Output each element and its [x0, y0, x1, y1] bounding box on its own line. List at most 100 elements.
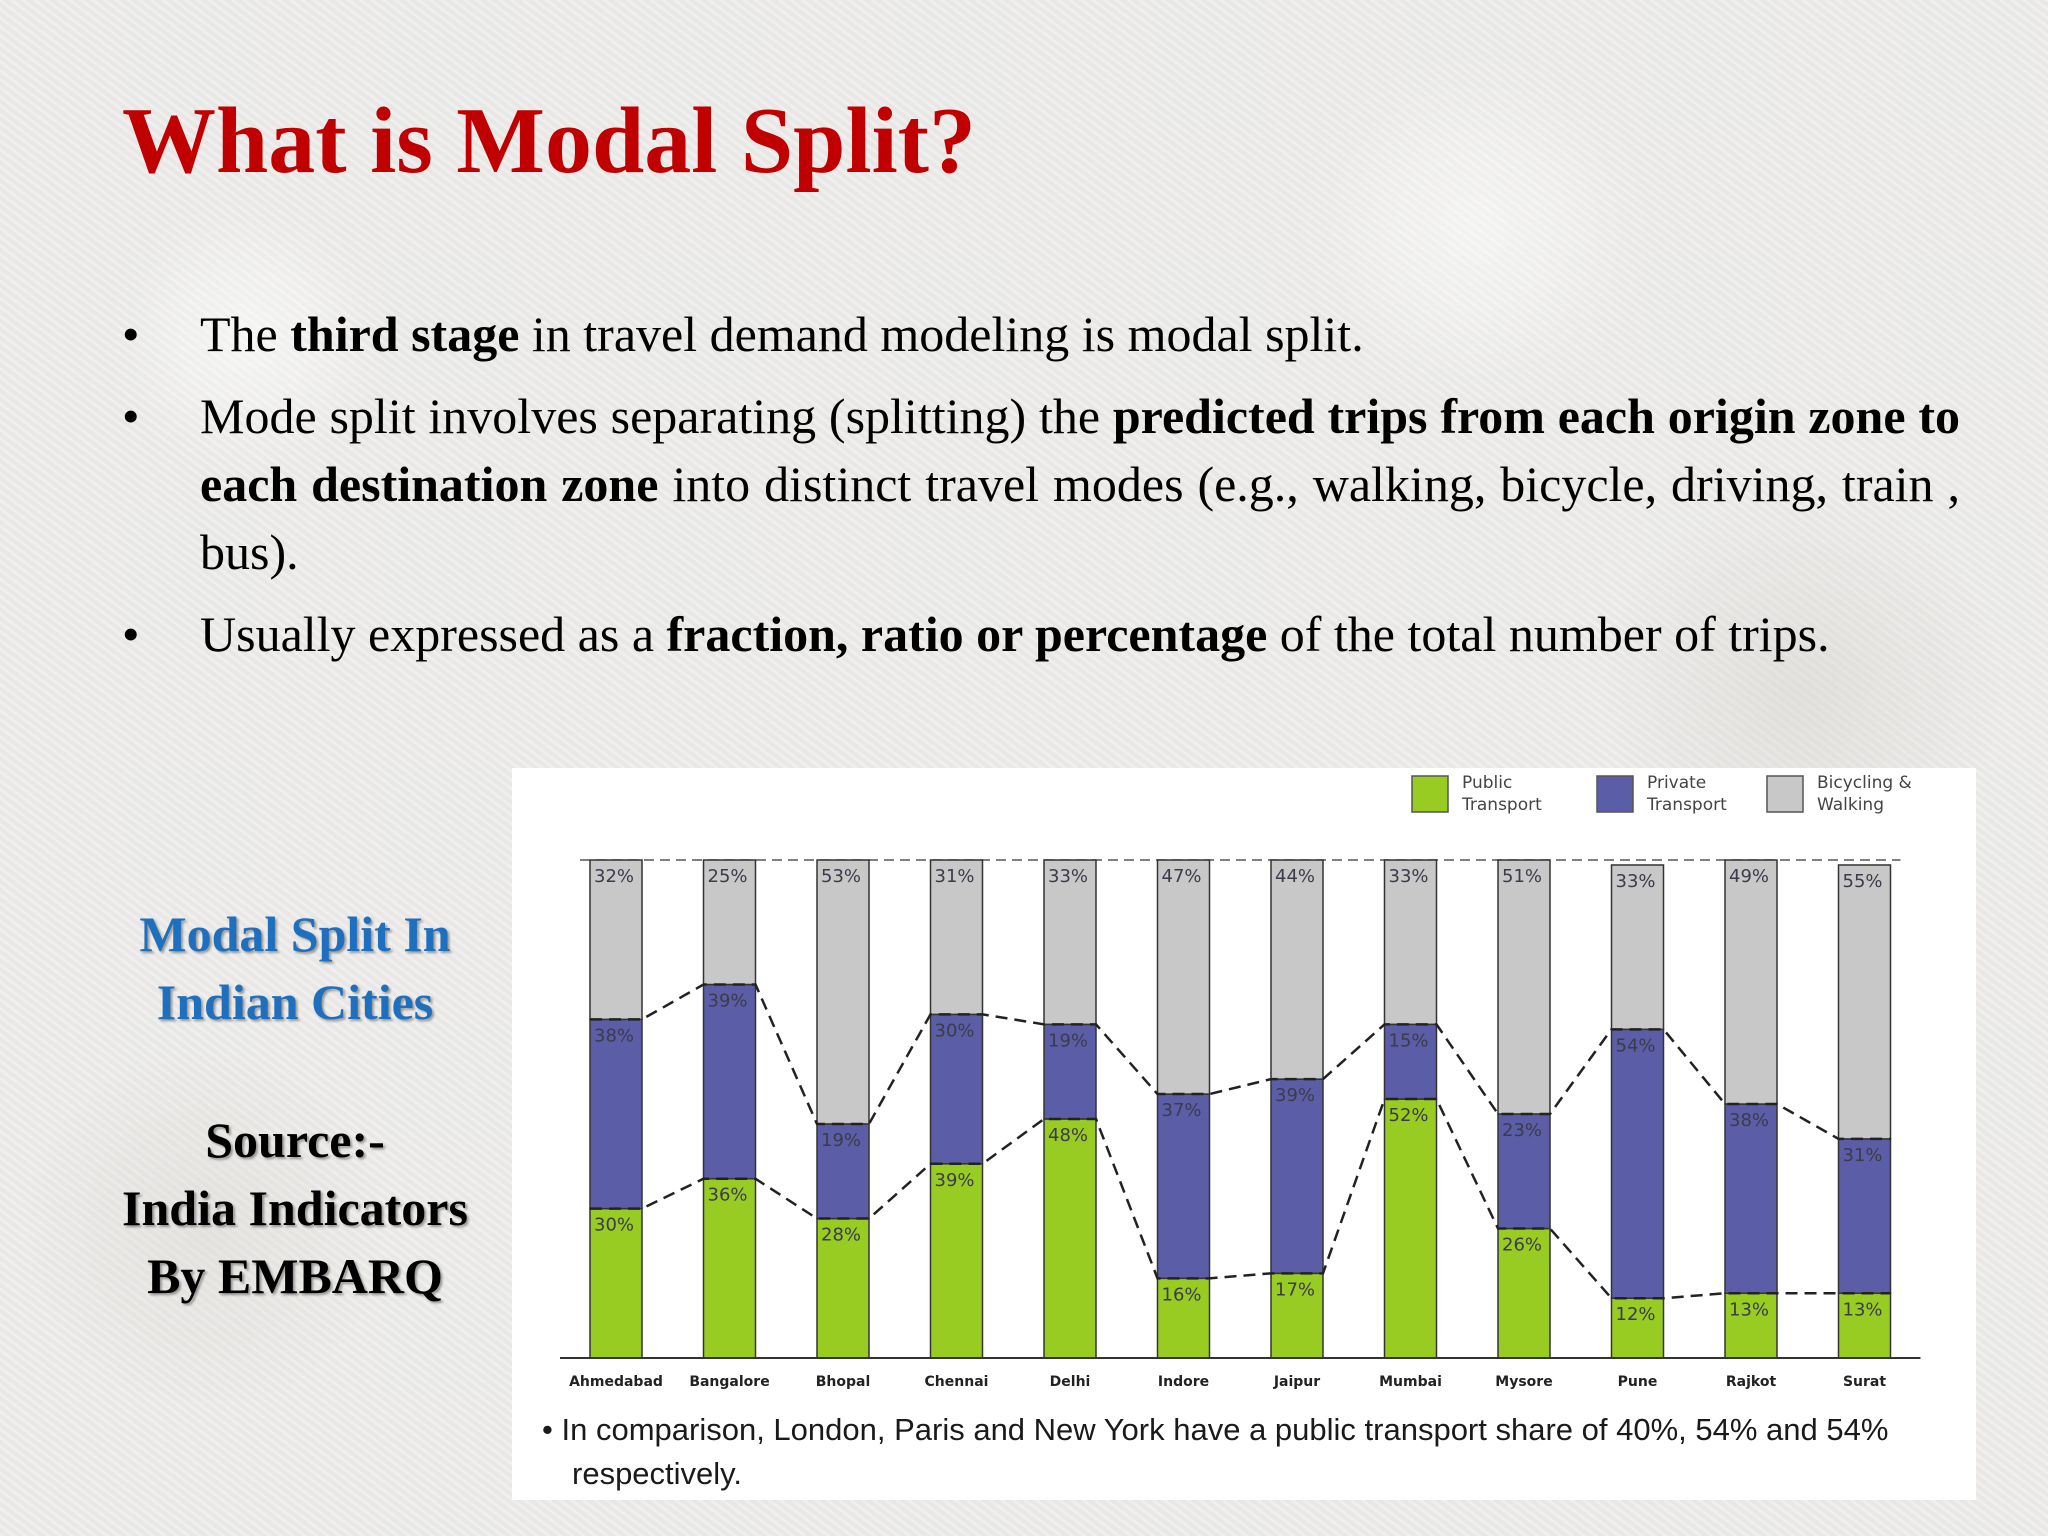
bar-value-label: 47%	[1162, 866, 1202, 887]
bar-value-label: 25%	[708, 866, 748, 887]
legend-swatch	[1766, 775, 1804, 813]
category-label: Bangalore	[689, 1374, 769, 1390]
bar-segment	[1156, 1093, 1211, 1280]
category-label: Indore	[1158, 1374, 1209, 1390]
category-label: Mysore	[1495, 1374, 1552, 1390]
bullet-list: • The third stage in travel demand modeli…	[122, 300, 1960, 682]
source-label: Source:-	[205, 1112, 385, 1168]
bar-value-label: 48%	[1048, 1125, 1088, 1146]
bullet-text: of the total number of trips.	[1267, 606, 1830, 662]
bar-value-label: 23%	[1502, 1120, 1542, 1141]
chart-panel: Public Transport Private Transport Bicycling…	[512, 768, 1976, 1500]
legend-label: Walking	[1817, 795, 1884, 815]
source-name: By EMBARQ	[147, 1248, 443, 1304]
chart-caption: Modal Split In Indian Cities Source:- In…	[60, 900, 530, 1310]
legend-label: Transport	[1646, 795, 1727, 815]
bar-value-label: 12%	[1616, 1304, 1656, 1325]
bar-segment	[1497, 1113, 1551, 1230]
legend-label: Bicycling &	[1817, 773, 1912, 793]
bar-segment	[1610, 1028, 1665, 1299]
source-name: India Indicators	[122, 1180, 468, 1236]
footnote-text: In comparison, London, Paris and New Yor…	[561, 1412, 1889, 1491]
category-label: Jaipur	[1273, 1374, 1320, 1390]
bar-value-label: 49%	[1729, 866, 1769, 887]
bar-segment	[1156, 859, 1211, 1095]
bar-value-label: 39%	[935, 1170, 975, 1191]
slide-title: What is Modal Split?	[122, 89, 976, 193]
legend-swatch	[1411, 775, 1449, 813]
bar-value-label: 51%	[1502, 866, 1542, 887]
bar-value-label: 32%	[594, 866, 634, 887]
bar-value-label: 37%	[1162, 1100, 1202, 1121]
bar-value-label: 44%	[1275, 866, 1315, 887]
bar-value-label: 19%	[1048, 1030, 1088, 1051]
bar-value-label: 15%	[1389, 1030, 1429, 1051]
bar-value-label: 33%	[1048, 866, 1088, 887]
bar-value-label: 39%	[708, 991, 748, 1012]
boundary-dashed-line	[590, 983, 1891, 1141]
boundary-dashed-line	[590, 1097, 1891, 1300]
caption-title-line: Indian Cities	[156, 974, 434, 1030]
category-label: Rajkot	[1726, 1374, 1777, 1390]
bar-value-label: 52%	[1389, 1105, 1429, 1126]
legend-swatch	[1596, 775, 1634, 813]
bar-segment	[929, 1163, 984, 1359]
bar-value-label: 53%	[821, 866, 861, 887]
bar-value-label: 31%	[935, 866, 975, 887]
caption-source: Source:- India Indicators By EMBARQ	[60, 1106, 530, 1310]
bar-segment	[1837, 1292, 1892, 1359]
bar-value-label: 55%	[1843, 871, 1883, 892]
bar-segment	[589, 1018, 643, 1210]
bar-segment	[1610, 1297, 1665, 1359]
bullet-text: into distinct travel modes (e.g., walkin…	[200, 456, 1960, 580]
category-label: Mumbai	[1379, 1374, 1442, 1390]
bar-segment	[1610, 864, 1665, 1031]
bar-segment	[816, 859, 870, 1125]
bar-value-label: 33%	[1389, 866, 1429, 887]
caption-title: Modal Split In Indian Cities	[60, 900, 530, 1036]
bar-value-label: 16%	[1162, 1284, 1202, 1305]
category-label: Delhi	[1050, 1374, 1091, 1390]
bar-segment	[1270, 1078, 1324, 1275]
bar-segment	[1837, 864, 1892, 1140]
bar-value-label: 33%	[1616, 871, 1656, 892]
category-label: Chennai	[925, 1374, 989, 1390]
bar-segment	[1383, 1098, 1438, 1359]
bar-segment	[702, 859, 757, 986]
bar-segment	[589, 859, 643, 1021]
bar-value-label: 36%	[708, 1185, 748, 1206]
legend-label: Private	[1647, 773, 1706, 793]
bar-segment	[1724, 1103, 1778, 1295]
chart-footnote: • In comparison, London, Paris and New Y…	[542, 1408, 1992, 1496]
bar-value-label: 17%	[1275, 1279, 1315, 1300]
bullet-emphasis: third stage	[290, 306, 520, 362]
bar-segment	[1724, 1292, 1778, 1359]
bar-value-label: 30%	[594, 1215, 634, 1236]
bar-value-label: 13%	[1729, 1299, 1769, 1320]
bullet-text: in travel demand modeling is modal split…	[519, 306, 1364, 362]
bullet-symbol: •	[122, 606, 140, 662]
bar-segment	[702, 983, 757, 1180]
category-label: Ahmedabad	[569, 1374, 663, 1390]
bar-value-label: 13%	[1843, 1299, 1883, 1320]
bullet-text: The	[200, 306, 291, 362]
bar-segment	[1043, 1118, 1097, 1359]
legend-label: Public	[1462, 773, 1512, 793]
bar-segment	[1497, 859, 1551, 1115]
bar-segment	[1383, 859, 1438, 1026]
footnote-bullet: •	[542, 1412, 553, 1447]
bullet-emphasis: predicted trips from each origin zone to…	[200, 388, 1960, 512]
bar-value-label: 30%	[935, 1020, 975, 1041]
bar-value-label: 26%	[1502, 1235, 1542, 1256]
bullet-item: • Mode split involves separating (splitti…	[122, 382, 1960, 586]
bar-value-label: 38%	[1729, 1110, 1769, 1131]
bullet-symbol: •	[122, 306, 140, 362]
bullet-text: Mode split involves separating (splittin…	[200, 388, 1113, 444]
category-label: Pune	[1618, 1374, 1658, 1390]
caption-title-line: Modal Split In	[139, 906, 451, 962]
bar-segment	[702, 1177, 757, 1359]
bar-value-label: 54%	[1616, 1035, 1656, 1056]
bar-value-label: 39%	[1275, 1085, 1315, 1106]
modal-split-chart: PublicTransportPrivateTransportBicycling…	[560, 773, 1921, 1390]
legend-label: Transport	[1461, 795, 1542, 815]
